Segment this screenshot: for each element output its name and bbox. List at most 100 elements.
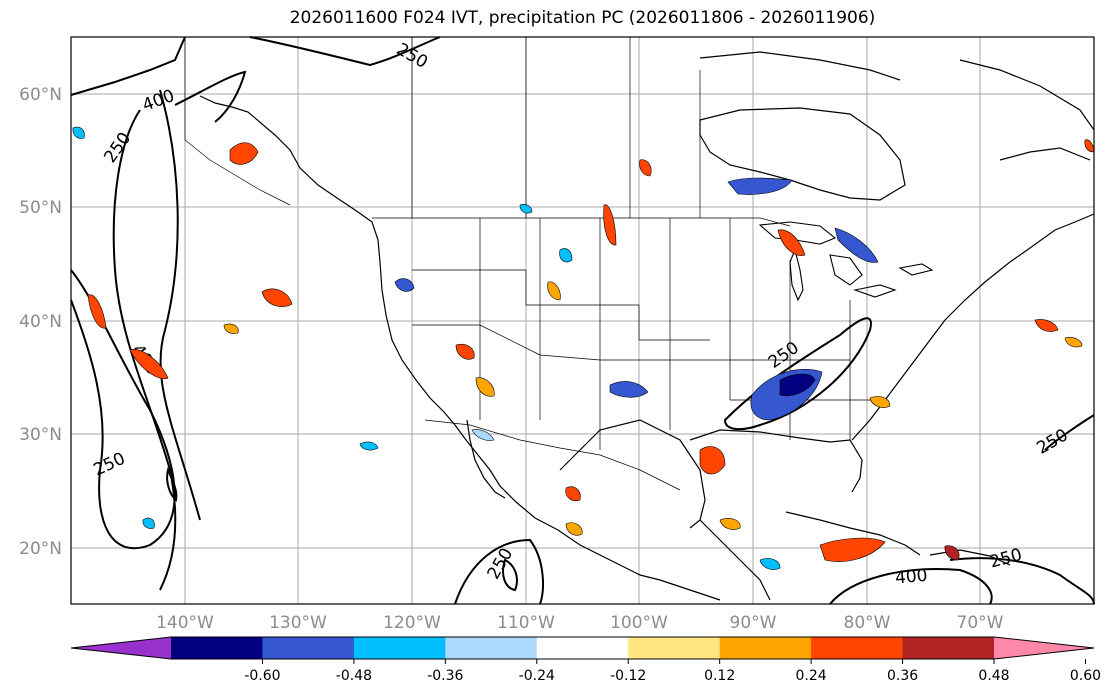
colorbar-tick-label: -0.60 [244, 668, 280, 684]
labrador-coast-line [959, 59, 1095, 131]
colorbar-tick-label: 0.48 [978, 668, 1009, 684]
precip-area-pacific-a [87, 294, 107, 329]
precip-positive-areas [87, 139, 1095, 562]
yucatan-line [699, 519, 771, 601]
map-title: 2026011600 F024 IVT, precipitation PC (2… [289, 8, 876, 28]
lon-tick-label: 120°W [383, 613, 441, 633]
colorbar-tick-label: 0.60 [1070, 668, 1101, 684]
colorbar-segment [536, 637, 629, 659]
colorbar-segment [628, 637, 721, 659]
ivt-contour-gulf-inner [502, 558, 518, 592]
hudson-bay-shore [699, 107, 906, 201]
precip-area-plains [609, 381, 649, 398]
precip-area-carolinas [869, 396, 891, 408]
ivt-contour-caribbean-250 [949, 557, 1095, 605]
precip-area-mexico-b [565, 522, 583, 536]
colorbar-tick-label: 0.24 [796, 668, 827, 684]
ivt-contour-caribbean-400 [829, 568, 993, 605]
ivt-contour-pacific-400 [159, 89, 201, 521]
lat-tick-label: 50°N [19, 198, 62, 218]
map-panel: 250 400 250 400 250 250 250 250 400 250 [70, 36, 1095, 605]
precip-area-yucatan [719, 518, 741, 530]
us-mexico-border [424, 419, 681, 491]
lat-axis: 60°N 50°N 40°N 30°N 20°N [19, 85, 62, 559]
lake-superior [758, 221, 837, 245]
ivt-contours [70, 36, 1095, 605]
precip-area-central-america [759, 558, 781, 570]
ivt-contour-pacific-250-west [70, 269, 176, 550]
lon-tick-label: 140°W [156, 613, 214, 633]
colorbar-segment [902, 637, 995, 659]
baja-california-line [466, 419, 506, 499]
precip-area-gulf [699, 446, 726, 475]
lat-tick-label: 60°N [19, 85, 62, 105]
lat-tick-label: 20°N [19, 539, 62, 559]
gulf-coast-line [689, 429, 863, 493]
colorbar-tick-label: -0.36 [427, 668, 463, 684]
ivt-contour-alaska-400 [174, 70, 247, 123]
ivt-contour-southeast-250 [723, 317, 872, 431]
colorbar-segment [719, 637, 812, 659]
gulf-of-mexico-west-line [559, 419, 706, 529]
precip-area-atlantic [1034, 319, 1059, 332]
great-lakes [758, 221, 934, 302]
precip-area-pacific-b [129, 349, 169, 380]
hispaniola-line [929, 549, 1011, 566]
lake-erie [852, 284, 897, 298]
precip-area-new-mexico [475, 377, 495, 397]
precip-area-hispaniola [944, 545, 960, 561]
precip-area-pacific-1 [72, 126, 85, 139]
lon-tick-label: 80°W [844, 613, 891, 633]
lon-tick-label: 70°W [957, 613, 1004, 633]
cuba-line [785, 511, 921, 556]
lake-ontario [898, 263, 934, 276]
ivt-contour-pacific-small [166, 466, 178, 502]
precip-area-nevada [394, 278, 415, 292]
west-coast-line [199, 95, 721, 601]
precip-area-southeast-core [779, 373, 816, 397]
precip-area-caribbean [819, 537, 886, 562]
precip-area-hudson [727, 177, 793, 195]
us-canada-border [372, 217, 791, 227]
colorbar-extend-max [994, 637, 1094, 659]
lake-huron [829, 254, 863, 286]
state-boundary-7 [412, 324, 850, 361]
lon-axis: 140°W 130°W 120°W 110°W 100°W 90°W 80°W … [156, 613, 1004, 633]
colorbar-segment [353, 637, 446, 659]
state-boundary-1 [412, 269, 710, 341]
precip-area-dakotas [603, 204, 617, 246]
map-frame [70, 36, 1095, 605]
precip-area-alaska [229, 142, 259, 165]
ivt-contour-pacific-250 [112, 109, 177, 591]
precip-area-great-lakes [834, 227, 879, 263]
precip-area-great-lakes-west [777, 229, 806, 256]
lon-tick-label: 90°W [730, 613, 777, 633]
ivt-contour-gulf-250 [454, 538, 544, 605]
precip-area-pacific-2 [359, 441, 379, 451]
lat-tick-label: 40°N [19, 312, 62, 332]
colorbar-segment [171, 637, 263, 659]
colorbar-outline [70, 636, 1095, 660]
colorbar-tick-label: -0.24 [519, 668, 555, 684]
colorbar-segment [445, 637, 538, 659]
colorbar-segment [262, 637, 355, 659]
colorbar-tick-label: -0.12 [610, 668, 646, 684]
precip-area-atlantic-b [1064, 337, 1083, 348]
colorbar-segment [811, 637, 904, 659]
precip-area-pacific-c [261, 288, 293, 307]
colorbar: -0.60 -0.48 -0.36 -0.24 -0.12 0.12 0.24 0.36 0.4… [70, 636, 1101, 684]
precip-area-pacific-3 [142, 517, 155, 529]
lat-tick-label: 30°N [19, 425, 62, 445]
precip-negative-areas [72, 126, 879, 570]
precip-area-baja [471, 429, 495, 441]
ivt-contour-atlantic-250 [1044, 414, 1095, 451]
coastlines [199, 51, 1095, 601]
alaska-canada-border [184, 37, 291, 206]
precip-area-manitoba [639, 159, 652, 177]
colorbar-tick-label: -0.48 [336, 668, 372, 684]
colorbar-extend-min [71, 637, 171, 659]
colorbar-tick-label: 0.12 [704, 668, 735, 684]
precip-area-arizona [455, 343, 475, 360]
east-coast-line [851, 213, 1095, 441]
